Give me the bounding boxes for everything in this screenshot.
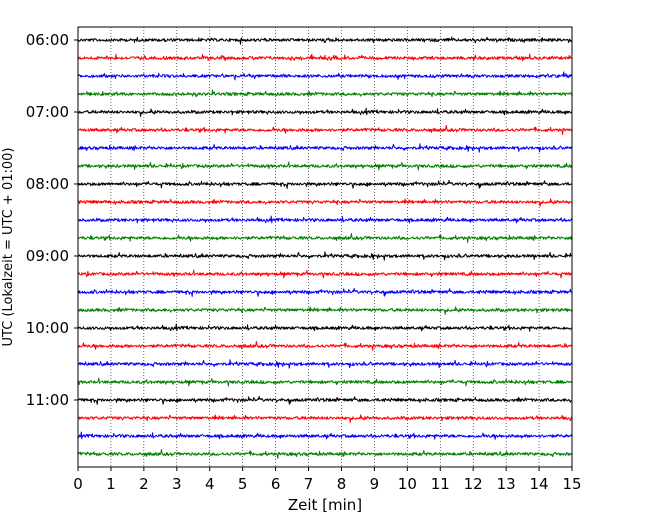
trace-0630 (77, 71, 573, 81)
trace-0830 (77, 215, 573, 224)
trace-1030 (77, 359, 573, 369)
y-tick-label: 07:00 (26, 103, 69, 121)
trace-0715 (77, 125, 573, 135)
trace-1115 (77, 414, 573, 423)
trace-0730 (77, 143, 573, 153)
trace-0915 (77, 269, 573, 279)
x-axis-ticks: 0 1 2 3 4 5 6 7 8 9 10 11 12 13 14 15 (73, 467, 582, 493)
x-tick-label: 12 (464, 475, 483, 493)
trace-0615 (77, 53, 573, 62)
trace-0700 (77, 107, 573, 117)
trace-1145 (77, 449, 573, 459)
y-tick-label: 06:00 (26, 31, 69, 49)
trace-0745 (77, 161, 573, 171)
x-tick-label: 4 (205, 475, 215, 493)
y-tick-label: 11:00 (26, 391, 69, 409)
trace-0600 (77, 36, 573, 45)
trace-group (77, 36, 573, 459)
x-tick-label: 15 (562, 475, 581, 493)
x-tick-label: 1 (106, 475, 116, 493)
trace-1045 (77, 377, 573, 387)
x-tick-label: 11 (431, 475, 450, 493)
trace-1130 (77, 431, 573, 440)
x-tick-label: 10 (398, 475, 417, 493)
x-tick-label: 8 (337, 475, 347, 493)
trace-0815 (77, 198, 573, 207)
trace-0945 (77, 306, 573, 315)
trace-1015 (77, 341, 573, 351)
x-tick-label: 9 (370, 475, 380, 493)
trace-0900 (77, 251, 573, 261)
trace-0645 (77, 89, 573, 98)
trace-0845 (77, 233, 573, 243)
trace-0930 (77, 287, 573, 297)
y-axis-title: UTC (Lokalzeit = UTC + 01:00) (1, 148, 16, 347)
x-tick-label: 5 (238, 475, 248, 493)
y-tick-label: 09:00 (26, 247, 69, 265)
y-tick-label: 10:00 (26, 319, 69, 337)
trace-1000 (77, 323, 573, 332)
x-tick-label: 7 (304, 475, 314, 493)
trace-0800 (77, 179, 573, 189)
trace-1100 (77, 395, 573, 405)
grid-lines (110, 27, 540, 467)
x-tick-label: 0 (73, 475, 83, 493)
plot-frame (77, 26, 573, 468)
y-axis-ticks: 06:00 07:00 08:00 09:00 10:00 11:00 (26, 31, 78, 409)
x-tick-label: 13 (497, 475, 516, 493)
y-tick-label: 08:00 (26, 175, 69, 193)
x-tick-label: 6 (271, 475, 281, 493)
x-tick-label: 14 (530, 475, 549, 493)
x-tick-label: 3 (172, 475, 182, 493)
x-axis-title: Zeit [min] (288, 496, 362, 514)
x-tick-label: 2 (139, 475, 149, 493)
